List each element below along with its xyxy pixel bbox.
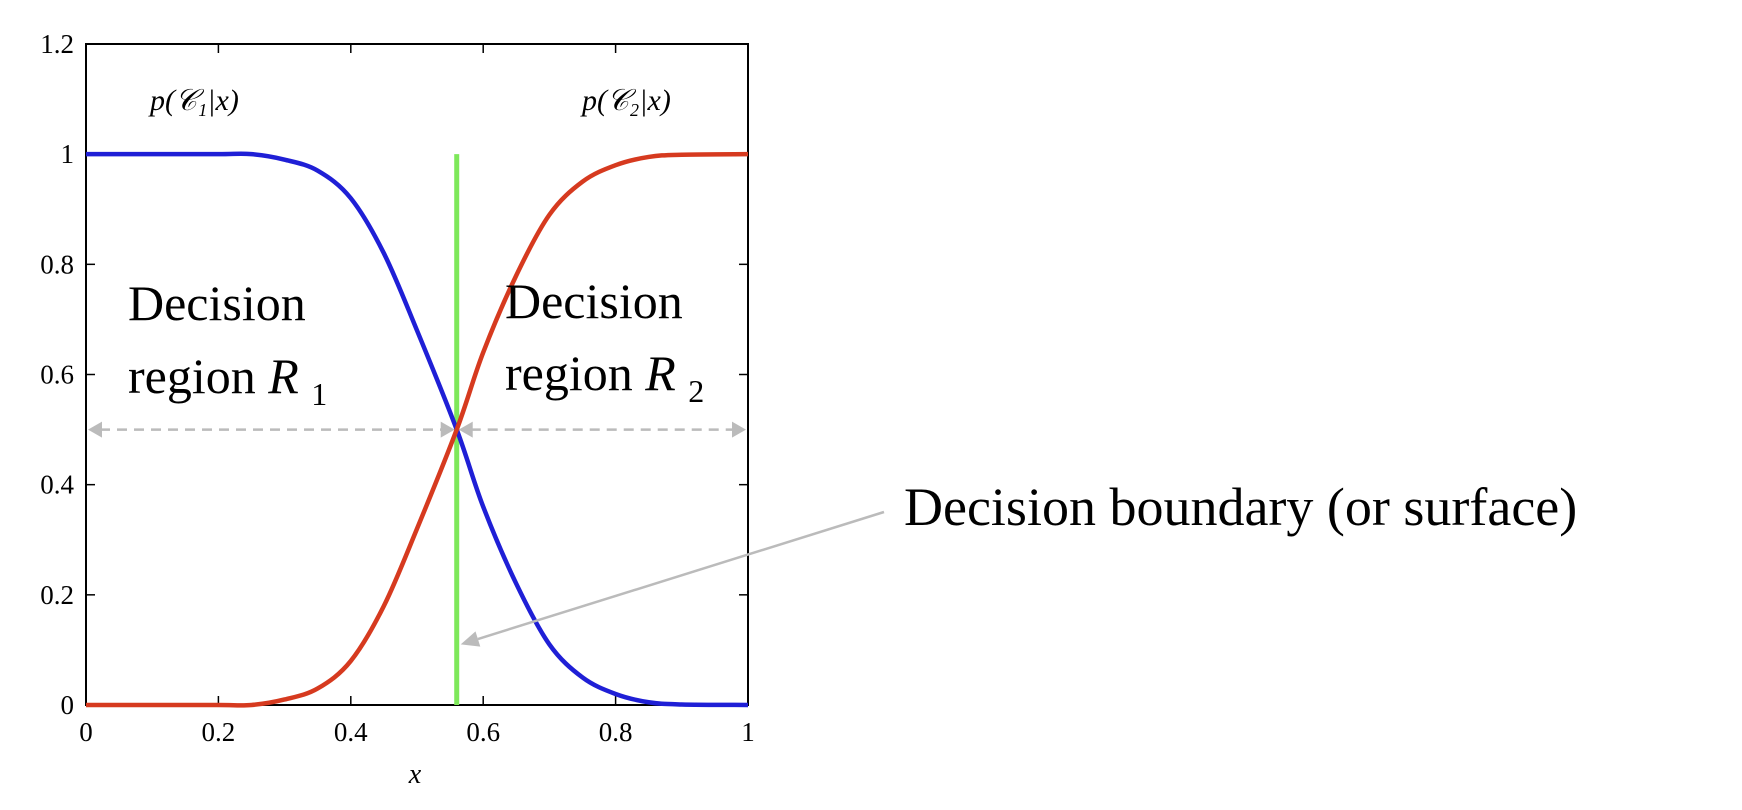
region1-label-line1: Decision — [128, 275, 306, 331]
x-tick-label: 0.6 — [466, 717, 500, 747]
x-axis-label: x — [408, 759, 422, 790]
region2-word: region — [505, 345, 645, 401]
region1-arrowhead-left — [88, 421, 102, 438]
region1-symbol: R — [267, 348, 299, 404]
region1-label-line2: region R 1 — [128, 348, 327, 412]
region2-subscript: 2 — [688, 373, 704, 409]
y-tick-label: 0.8 — [40, 249, 74, 279]
region2-arrowhead-right — [732, 421, 746, 438]
y-tick-label: 1 — [61, 139, 75, 169]
series-p-c1-line — [85, 151, 749, 708]
label-p-c1: p(𝒞₁|x) — [148, 84, 239, 117]
label-p-c2: p(𝒞₂|x) — [580, 84, 671, 117]
y-tick-label: 1.2 — [40, 29, 74, 59]
region2-label-line1: Decision — [505, 273, 683, 329]
series-p-c2-line — [86, 151, 749, 708]
y-tick-label: 0.6 — [40, 360, 74, 390]
x-tick-label: 0 — [79, 717, 93, 747]
boundary-pointer-arrowhead — [460, 631, 481, 647]
region-arrows — [88, 421, 746, 438]
decision-boundary-annotation: Decision boundary (or surface) — [904, 477, 1577, 537]
x-tick-label: 0.8 — [599, 717, 633, 747]
y-tick-label: 0.4 — [40, 470, 74, 500]
region1-subscript: 1 — [311, 376, 327, 412]
region1-arrowhead-right — [440, 421, 455, 438]
axis-tick-labels: 0 0.2 0.4 0.6 0.8 1 0 0.2 0.4 0.6 0.8 1 1.2 — [40, 29, 755, 747]
region1-word: region — [128, 348, 268, 404]
x-tick-label: 0.2 — [202, 717, 236, 747]
x-tick-label: 1 — [741, 717, 755, 747]
y-tick-label: 0.2 — [40, 580, 74, 610]
region2-symbol: R — [644, 345, 676, 401]
x-tick-label: 0.4 — [334, 717, 368, 747]
boundary-pointer-line — [477, 510, 885, 641]
region2-arrowhead-left — [458, 421, 473, 438]
region2-label-line2: region R 2 — [505, 345, 704, 409]
y-tick-label: 0 — [61, 690, 75, 720]
